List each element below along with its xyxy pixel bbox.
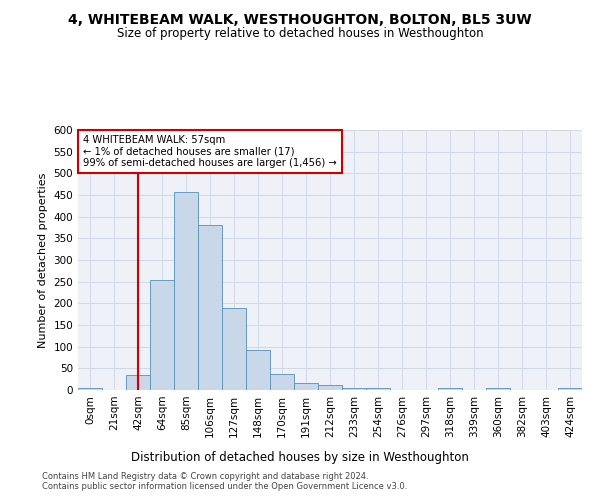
Bar xyxy=(558,388,582,390)
Bar xyxy=(342,388,366,390)
Text: 4 WHITEBEAM WALK: 57sqm
← 1% of detached houses are smaller (17)
99% of semi-det: 4 WHITEBEAM WALK: 57sqm ← 1% of detached… xyxy=(83,135,337,168)
Bar xyxy=(438,388,462,390)
Bar xyxy=(486,388,510,390)
Y-axis label: Number of detached properties: Number of detached properties xyxy=(38,172,48,348)
Text: Contains HM Land Registry data © Crown copyright and database right 2024.: Contains HM Land Registry data © Crown c… xyxy=(42,472,368,481)
Bar xyxy=(246,350,270,390)
Bar xyxy=(174,192,198,390)
Text: Distribution of detached houses by size in Westhoughton: Distribution of detached houses by size … xyxy=(131,451,469,464)
Bar xyxy=(150,280,174,390)
Bar xyxy=(78,388,102,390)
Bar xyxy=(198,226,222,390)
Bar xyxy=(126,375,150,390)
Bar xyxy=(366,388,390,390)
Text: Contains public sector information licensed under the Open Government Licence v3: Contains public sector information licen… xyxy=(42,482,407,491)
Bar xyxy=(318,385,342,390)
Bar xyxy=(294,382,318,390)
Bar xyxy=(222,308,246,390)
Text: 4, WHITEBEAM WALK, WESTHOUGHTON, BOLTON, BL5 3UW: 4, WHITEBEAM WALK, WESTHOUGHTON, BOLTON,… xyxy=(68,12,532,26)
Bar xyxy=(270,374,294,390)
Text: Size of property relative to detached houses in Westhoughton: Size of property relative to detached ho… xyxy=(116,28,484,40)
